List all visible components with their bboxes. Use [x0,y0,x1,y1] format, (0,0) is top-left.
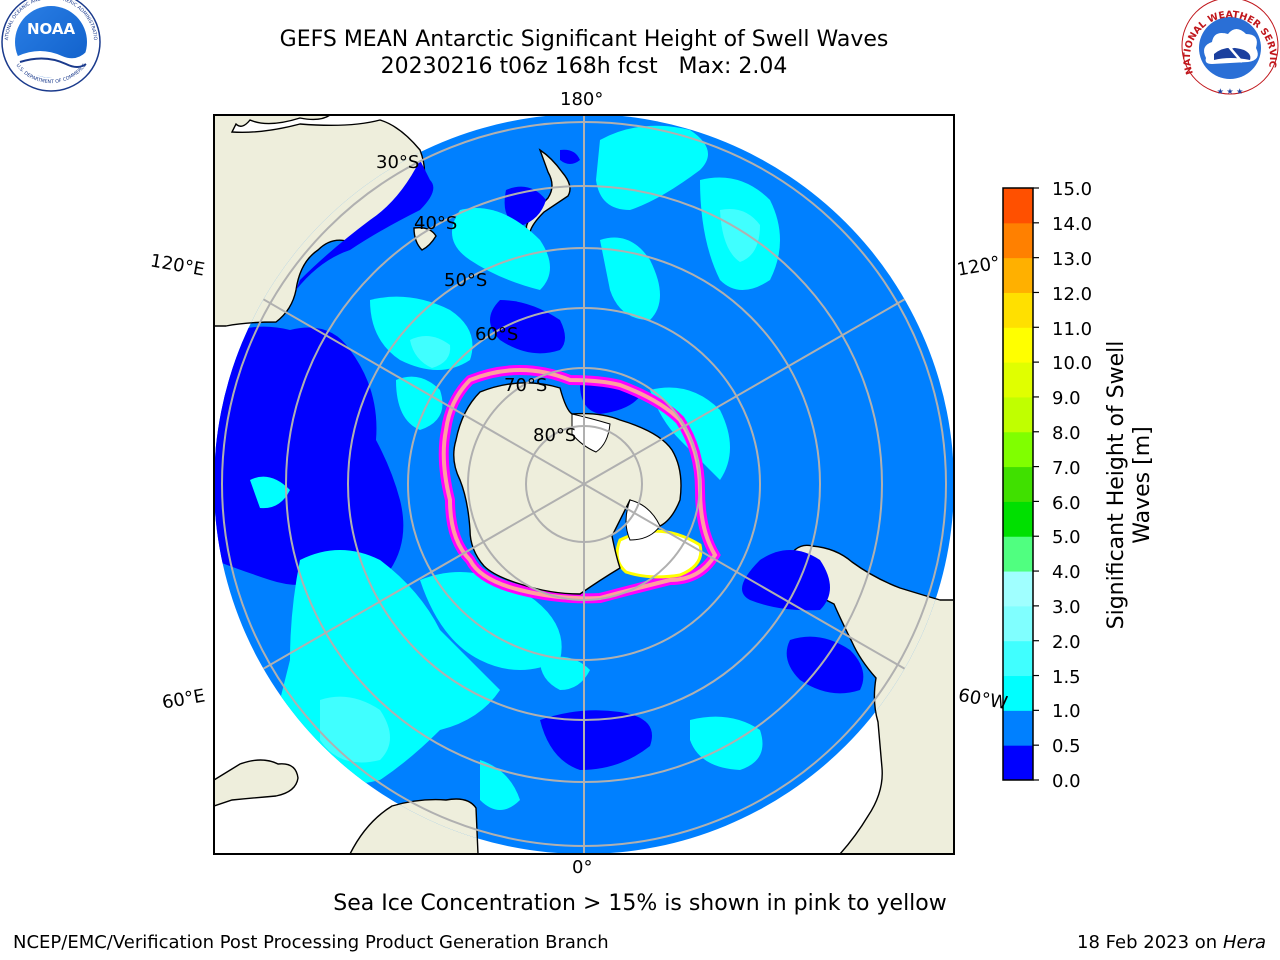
colorbar-tick-label: 9.0 [1052,388,1081,409]
lat-label-80s: 80°S [533,425,577,446]
colorbar-label-line: Significant Height of Swell [1104,340,1129,630]
colorbar-tick-label: 3.0 [1052,597,1081,618]
credit-text: NCEP/EMC/Verification Post Processing Pr… [13,932,609,953]
date-text: 18 Feb 2023 on Hera [1077,932,1266,954]
colorbar-band [1003,431,1033,468]
colorbar-band [1003,745,1033,781]
colorbar-band [1003,257,1033,293]
svg-text:★ ★ ★: ★ ★ ★ [1217,87,1244,96]
noaa-logo-text: NOAA [27,20,76,38]
colorbar-band [1003,396,1033,433]
colorbar-band [1003,501,1033,537]
graticule [214,115,954,854]
colorbar-tick-label: 13.0 [1052,249,1093,270]
swell-0-0.5 [214,149,864,770]
colorbar-tick-label: 6.0 [1052,493,1081,514]
colorbar-tick-label: 8.0 [1052,423,1081,444]
chart-title: GEFS MEAN Antarctic Significant Height o… [279,27,889,52]
lon-label-0: 0° [572,857,593,878]
machine-name: Hera [1222,932,1266,953]
colorbar-tick-label: 2.0 [1052,632,1081,653]
colorbar-tick-label: 0.5 [1052,736,1081,757]
noaa-logo: NOAA NATIONAL OCEANIC AND ATMOSPHERIC AD… [0,0,101,92]
colorbar-tick-label: 1.5 [1052,667,1081,688]
colorbar-label: Significant Height of Swell Waves [m] [1104,341,1156,630]
colorbar-tick-label: 5.0 [1052,527,1081,548]
colorbar-tick-label: 12.0 [1052,284,1093,305]
svg-text:NATIONAL WEATHER SERVICE: NATIONAL WEATHER SERVICE [0,0,1278,76]
colorbar-band [1003,466,1033,502]
lon-label-180: 180° [560,89,604,110]
colorbar-tick-label: 10.0 [1052,353,1093,374]
map-frame [213,114,955,855]
colorbar-band [1003,605,1033,642]
colorbar-tick-label: 7.0 [1052,458,1081,479]
lat-label-30s: 30°S [376,152,420,173]
lat-label-60s: 60°S [475,324,519,345]
date-value: 18 Feb 2023 on [1077,932,1218,953]
sea-ice-caption: Sea Ice Concentration > 15% is shown in … [333,891,947,916]
colorbar [1002,187,1039,781]
nws-ring-text: NATIONAL WEATHER SERVICE [0,0,1278,76]
colorbar-tick-label: 1.0 [1052,701,1081,722]
colorbar-band [1003,675,1033,711]
colorbar-tick-label: 11.0 [1052,319,1093,340]
colorbar-band [1003,571,1033,607]
weddell-ice [625,499,661,541]
colorbar-tick-label: 4.0 [1052,562,1081,583]
colorbar-band [1003,640,1033,677]
map-area [214,115,954,854]
antarctica [453,382,682,595]
lat-label-70s: 70°S [504,375,548,396]
colorbar-band [1003,710,1033,746]
colorbar-tick-label: 0.0 [1052,771,1081,792]
colorbar-band [1003,327,1033,363]
ross-ice-shelf [571,413,611,453]
colorbar-tick-label: 15.0 [1052,179,1093,200]
lat-label-50s: 50°S [444,270,488,291]
chart-subtitle: 20230216 t06z 168h fcst Max: 2.04 [380,54,788,79]
colorbar-tick-label: 14.0 [1052,214,1093,235]
sea-ice-edge [438,365,721,604]
colorbar-band [1003,292,1033,328]
colorbar-band [1003,362,1033,398]
colorbar-band [1003,536,1033,572]
lat-label-40s: 40°S [414,213,458,234]
nws-logo: NATIONAL WEATHER SERVICE ★ ★ ★ [0,0,1279,96]
swell-1.5-2.0 [320,209,760,763]
colorbar-band [1003,222,1033,259]
colorbar-band [1003,188,1033,224]
colorbar-label-line: Waves [m] [1130,426,1155,544]
